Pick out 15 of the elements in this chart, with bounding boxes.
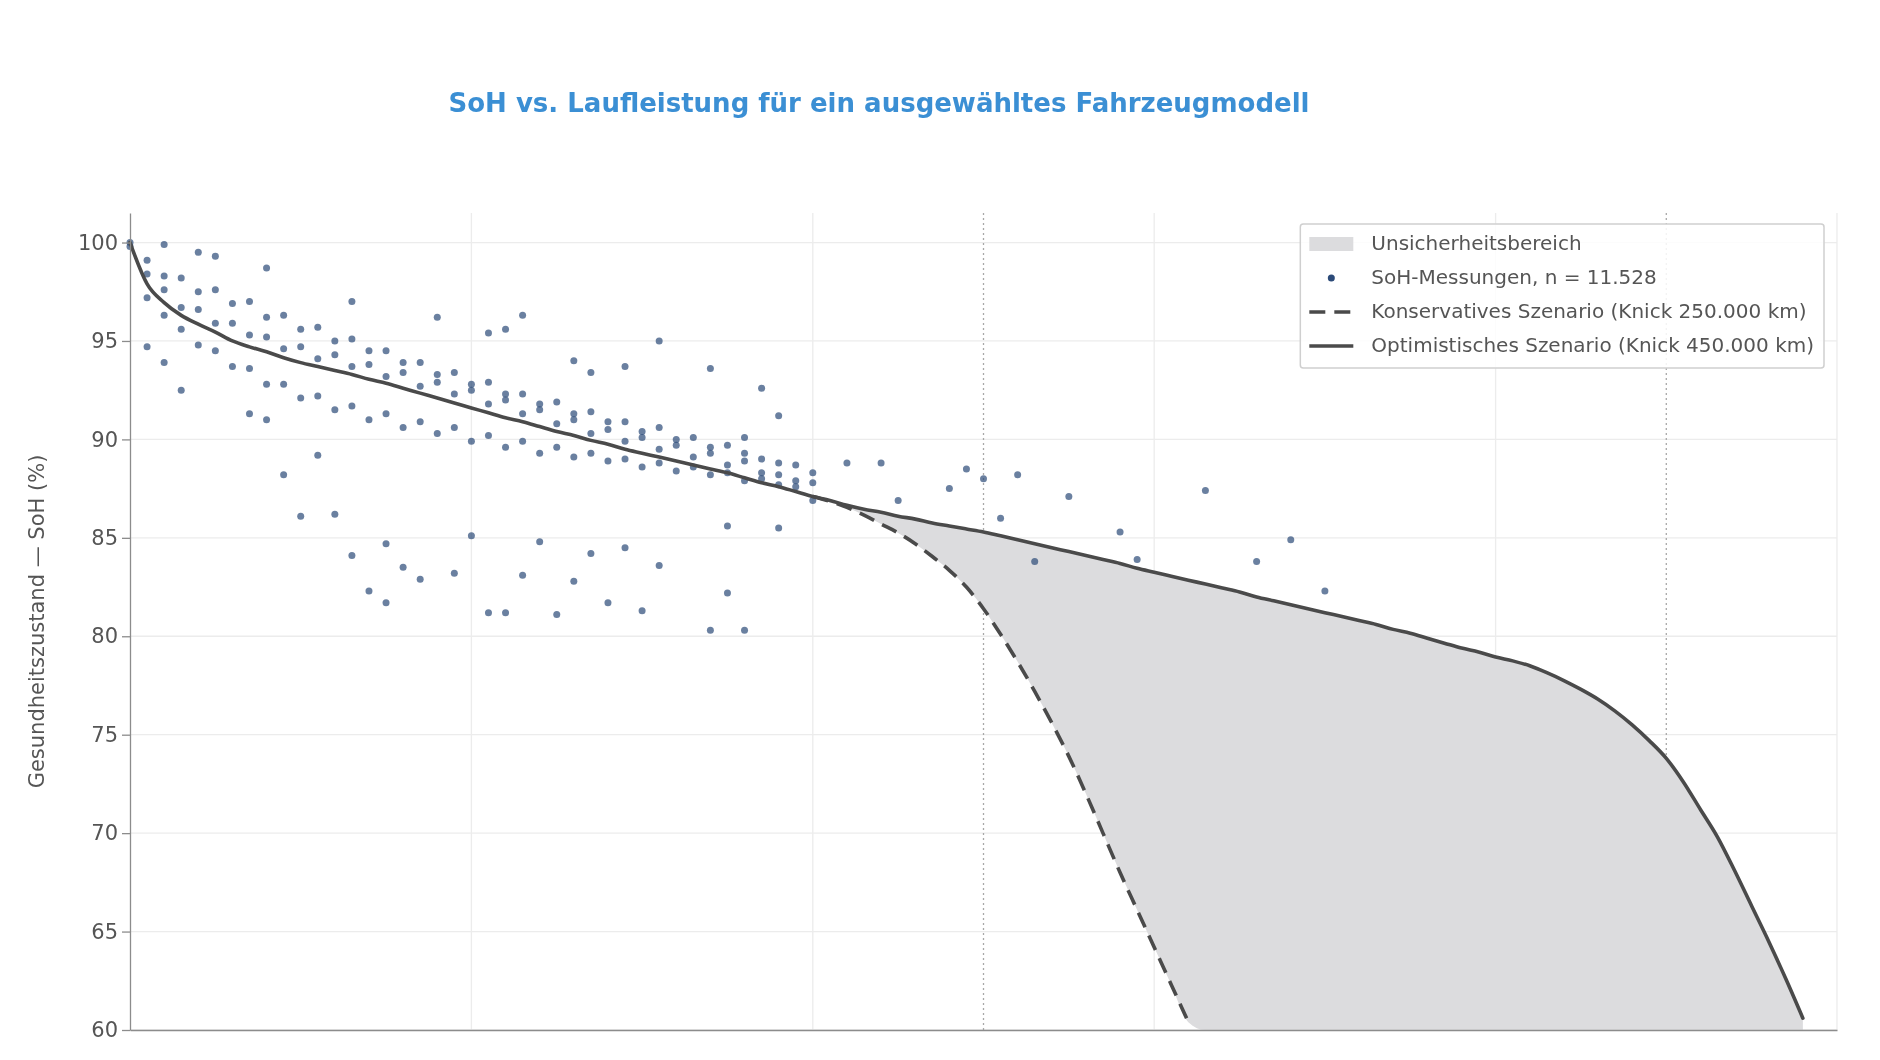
y-tick-label: 85 (91, 526, 118, 551)
legend-label: Optimistisches Szenario (Knick 450.000 km) (1371, 332, 1814, 357)
y-axis-title: Gesundheitszustand — SoH (%) (25, 454, 49, 789)
y-tick-label: 75 (91, 722, 118, 747)
y-tick-label: 65 (91, 919, 118, 944)
y-tick-label: 60 (91, 1018, 118, 1043)
y-tick-label: 100 (77, 230, 118, 255)
y-tick-label: 70 (91, 821, 118, 846)
legend-label: Unsicherheitsbereich (1371, 230, 1582, 255)
y-tick-label: 80 (91, 624, 118, 649)
y-tick-label: 90 (91, 427, 118, 452)
legend-label: SoH-Messungen, n = 11.528 (1371, 264, 1657, 289)
legend-label: Konservatives Szenario (Knick 250.000 km) (1371, 298, 1807, 323)
y-tick-label: 95 (91, 329, 118, 354)
chart-title: SoH vs. Laufleistung für ein ausgewähltes Fahrzeugmodell (448, 87, 1310, 118)
